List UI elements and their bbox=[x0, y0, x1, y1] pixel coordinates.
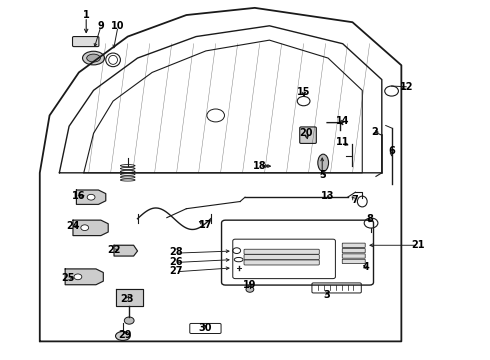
FancyBboxPatch shape bbox=[342, 259, 365, 264]
FancyBboxPatch shape bbox=[244, 255, 319, 260]
Ellipse shape bbox=[82, 51, 104, 65]
Text: 17: 17 bbox=[199, 220, 213, 230]
Circle shape bbox=[246, 287, 254, 292]
Text: 30: 30 bbox=[198, 323, 212, 333]
Polygon shape bbox=[116, 289, 144, 306]
Text: 10: 10 bbox=[111, 21, 125, 31]
Circle shape bbox=[74, 274, 82, 280]
Text: 28: 28 bbox=[169, 247, 182, 257]
Text: 14: 14 bbox=[336, 116, 349, 126]
Text: 9: 9 bbox=[98, 21, 104, 31]
Text: 8: 8 bbox=[366, 215, 373, 224]
FancyBboxPatch shape bbox=[300, 127, 317, 143]
Text: 12: 12 bbox=[399, 82, 413, 92]
Text: 20: 20 bbox=[299, 129, 313, 138]
FancyBboxPatch shape bbox=[342, 254, 365, 258]
Text: 15: 15 bbox=[297, 87, 310, 97]
Text: 27: 27 bbox=[169, 266, 182, 276]
Text: 26: 26 bbox=[169, 257, 182, 267]
Text: 2: 2 bbox=[371, 127, 378, 136]
FancyBboxPatch shape bbox=[73, 37, 99, 46]
Text: 18: 18 bbox=[253, 161, 267, 171]
Text: 25: 25 bbox=[61, 273, 75, 283]
Text: 13: 13 bbox=[321, 191, 335, 201]
Polygon shape bbox=[73, 220, 108, 235]
FancyBboxPatch shape bbox=[342, 248, 365, 253]
Text: 4: 4 bbox=[363, 262, 369, 272]
Text: 3: 3 bbox=[324, 291, 330, 301]
Text: 24: 24 bbox=[66, 221, 80, 230]
Circle shape bbox=[81, 225, 89, 230]
Text: 5: 5 bbox=[319, 170, 325, 180]
Ellipse shape bbox=[87, 54, 100, 62]
Text: 11: 11 bbox=[336, 138, 349, 147]
Polygon shape bbox=[114, 245, 138, 256]
Text: 29: 29 bbox=[119, 330, 132, 340]
Polygon shape bbox=[65, 269, 103, 285]
FancyBboxPatch shape bbox=[342, 243, 365, 247]
Circle shape bbox=[124, 317, 134, 324]
Text: 19: 19 bbox=[243, 280, 257, 290]
Text: 22: 22 bbox=[107, 245, 121, 255]
Text: 6: 6 bbox=[388, 146, 395, 156]
FancyBboxPatch shape bbox=[244, 249, 319, 254]
Text: 7: 7 bbox=[351, 195, 358, 205]
Text: 1: 1 bbox=[83, 10, 90, 20]
FancyBboxPatch shape bbox=[244, 260, 319, 265]
Ellipse shape bbox=[116, 332, 130, 341]
Text: 23: 23 bbox=[120, 294, 133, 304]
Circle shape bbox=[87, 194, 95, 200]
Polygon shape bbox=[76, 190, 106, 204]
Text: 16: 16 bbox=[72, 191, 86, 201]
Ellipse shape bbox=[318, 154, 329, 171]
Text: 21: 21 bbox=[412, 239, 425, 249]
